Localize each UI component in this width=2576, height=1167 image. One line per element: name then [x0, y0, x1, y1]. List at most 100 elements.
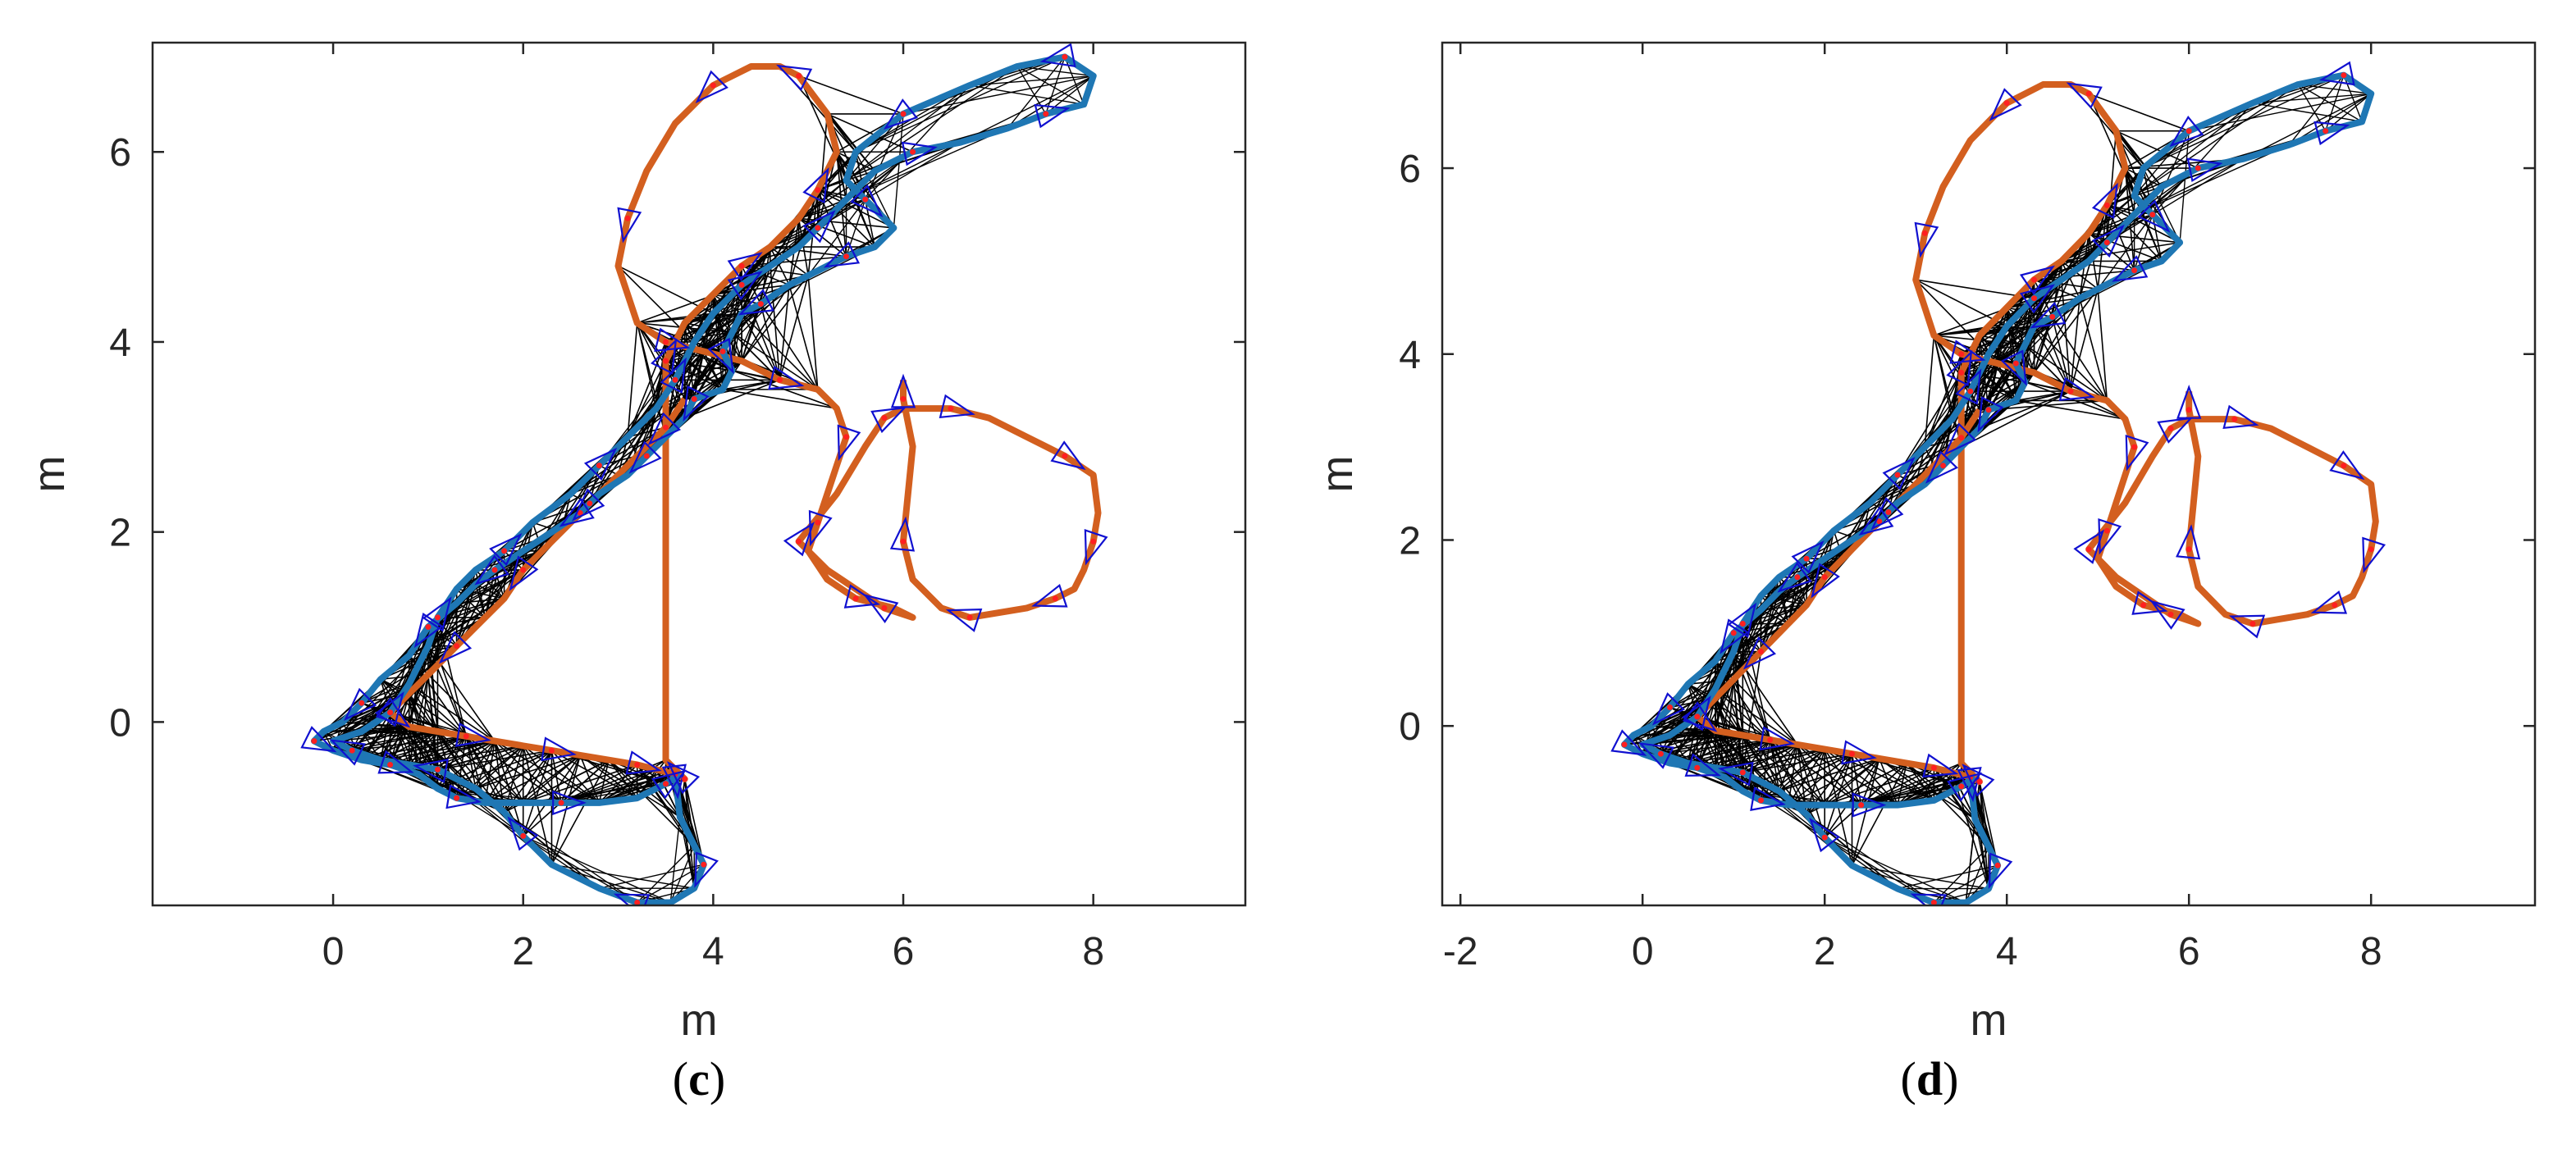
edge-line	[361, 731, 410, 766]
pose-triangle	[422, 596, 452, 632]
edge-line	[1824, 837, 1934, 904]
pose-triangle	[2318, 61, 2355, 86]
landmark-point	[1976, 778, 1983, 785]
landmark-point	[1958, 435, 1965, 441]
edge-line	[770, 246, 809, 276]
edge-line	[817, 189, 894, 229]
edge-line	[618, 265, 714, 314]
edge-line	[523, 759, 610, 804]
edge-line	[427, 627, 467, 737]
edge-line	[1924, 335, 1935, 448]
landmark-point	[520, 567, 527, 573]
landmark-point	[881, 415, 888, 422]
edge-line	[1979, 335, 2016, 364]
pose-triangle	[727, 252, 763, 282]
y-tick-label: 0	[109, 701, 131, 745]
edge-line	[732, 331, 819, 390]
landmark-point	[966, 614, 973, 621]
pose-triangle	[628, 440, 662, 474]
edge-line	[1824, 758, 1880, 806]
edge-line	[436, 731, 524, 804]
edge-line	[523, 745, 562, 804]
pose-triangle	[541, 736, 577, 762]
x-axis-label: m	[681, 996, 718, 1045]
edge-line	[2134, 158, 2245, 216]
pose-triangle	[802, 210, 836, 244]
landmark-point	[501, 548, 508, 554]
plot-area	[300, 43, 1108, 905]
landmark-point	[710, 82, 716, 89]
edge-line	[2015, 279, 2035, 364]
pose-triangle	[2066, 82, 2103, 109]
edge-line	[637, 284, 742, 324]
y-tick-label: 0	[1399, 705, 1421, 749]
pose-triangle	[1684, 753, 1721, 777]
edge-line	[846, 66, 1018, 181]
x-tick-label: 2	[512, 930, 534, 973]
pose-triangle	[2176, 524, 2201, 560]
landmark-point	[2067, 388, 2074, 394]
landmark-point	[900, 396, 907, 402]
landmark-point	[900, 538, 907, 545]
edge-line	[599, 455, 637, 467]
edge-line	[2298, 84, 2372, 95]
edge-line	[1788, 749, 1825, 806]
edge-line	[1933, 846, 1989, 904]
edge-line	[1861, 772, 1971, 806]
landmark-point	[777, 376, 783, 383]
edge-line	[797, 218, 809, 276]
pose-triangle	[1947, 772, 1983, 802]
pose-triangle	[583, 447, 618, 481]
landmark-point	[2103, 202, 2110, 208]
orange-trajectory	[386, 63, 1102, 782]
edge-line	[1697, 698, 1716, 768]
axes-box	[1441, 41, 2537, 907]
landmark-point	[1930, 764, 1937, 771]
edge-line	[2097, 289, 2108, 401]
edge-line	[1788, 758, 1880, 806]
edge-line	[770, 266, 781, 381]
edge-line	[1824, 748, 1898, 806]
landmark-point	[387, 762, 394, 768]
edge-line	[494, 740, 600, 804]
edge-line	[332, 683, 410, 742]
pose-triangle	[509, 555, 539, 591]
edge-line	[389, 674, 429, 765]
landmark-point	[2249, 621, 2256, 627]
landmark-point	[311, 738, 317, 745]
edge-line	[2189, 93, 2372, 132]
pose-triangle	[1039, 43, 1076, 68]
edge-line	[523, 745, 600, 804]
edge-line	[1697, 716, 1743, 791]
pose-triangle	[945, 609, 983, 632]
landmark-point	[2049, 313, 2056, 320]
edge-line	[1824, 762, 1907, 806]
pose-triangle	[694, 851, 719, 888]
landmark-point	[719, 349, 726, 354]
landmark-point	[454, 795, 460, 801]
edge-line	[456, 597, 505, 604]
edge-line	[2133, 214, 2154, 271]
edge-line	[712, 294, 742, 314]
pose-triangle	[1791, 540, 1825, 574]
edge-line	[627, 322, 638, 437]
edge-line	[817, 180, 847, 191]
pose-triangle	[837, 424, 861, 462]
landmark-point	[1062, 453, 1068, 459]
landmark-point	[1958, 783, 1965, 790]
edge-line	[2070, 289, 2099, 392]
pose-triangle	[647, 412, 681, 445]
pose-triangle	[695, 70, 728, 103]
edge-line	[969, 84, 1085, 105]
edge-line	[1760, 590, 1780, 652]
edge-line	[494, 740, 562, 804]
plot-area	[1610, 61, 2386, 905]
edge-line	[846, 84, 971, 181]
landmark-point	[815, 187, 821, 194]
pose-triangle	[2310, 590, 2348, 614]
edge-line	[684, 379, 780, 419]
edge-line	[1988, 260, 2090, 355]
pose-triangle	[1717, 761, 1754, 786]
pose-triangle	[2362, 536, 2386, 574]
edge-line	[560, 759, 610, 804]
